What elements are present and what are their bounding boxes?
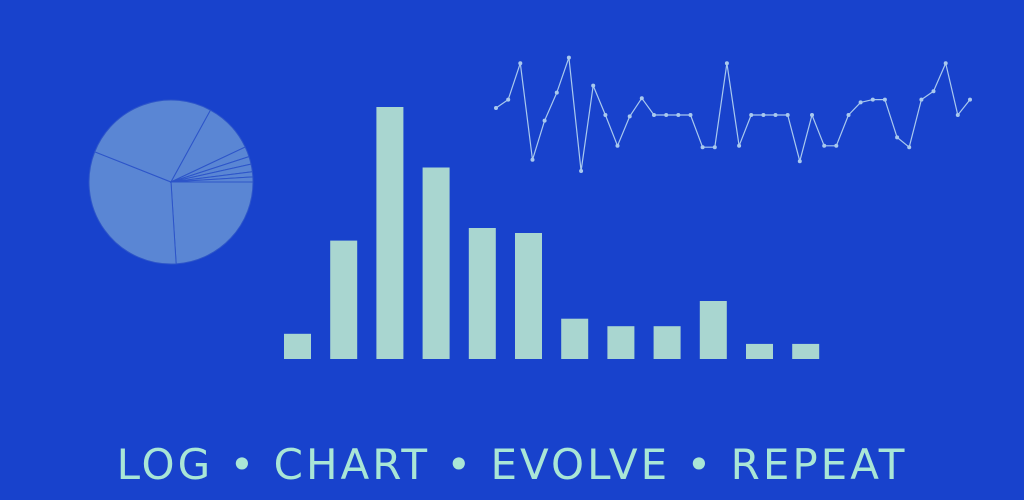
- line-point: [566, 55, 571, 60]
- line-point: [530, 157, 535, 162]
- line-point: [955, 113, 960, 117]
- pie-slice: [170, 181, 254, 265]
- line-point: [882, 97, 887, 102]
- line-point: [870, 97, 875, 102]
- bar: [653, 326, 681, 359]
- line-point: [761, 113, 766, 117]
- bar: [699, 301, 727, 359]
- bar: [561, 318, 589, 359]
- line-point: [518, 61, 523, 66]
- line-point: [579, 169, 584, 173]
- line-point: [943, 61, 948, 66]
- line-point: [676, 113, 681, 117]
- line-point: [688, 113, 693, 117]
- line-point: [652, 113, 656, 117]
- line-point: [712, 145, 717, 150]
- line-point: [554, 90, 559, 95]
- bar: [607, 326, 635, 359]
- line-point: [846, 113, 851, 117]
- bar: [792, 343, 820, 359]
- bar: [330, 240, 358, 359]
- line-point: [494, 106, 498, 110]
- line-point: [968, 97, 972, 102]
- line-point: [895, 135, 900, 140]
- line-point: [931, 89, 936, 94]
- line-point: [603, 113, 608, 117]
- tagline: LOG • CHART • EVOLVE • REPEAT: [116, 440, 908, 489]
- line-point: [591, 83, 596, 88]
- pie-slice: [94, 99, 212, 183]
- line-point: [506, 97, 511, 102]
- line-series: [495, 56, 971, 172]
- bar: [376, 107, 404, 359]
- line-point: [810, 113, 814, 117]
- line-point: [542, 118, 547, 123]
- bar-chart: [284, 107, 820, 359]
- line-point: [773, 113, 778, 117]
- line-point: [664, 113, 669, 117]
- line-point: [724, 61, 729, 66]
- line-point: [907, 145, 912, 150]
- bar: [284, 333, 311, 359]
- bar: [746, 343, 773, 359]
- pie-chart: [88, 99, 254, 265]
- line-point: [797, 159, 802, 164]
- bar: [422, 167, 450, 359]
- line-point: [919, 97, 924, 102]
- line-point: [785, 113, 790, 117]
- line-point: [700, 145, 705, 150]
- line-point: [822, 143, 827, 148]
- line-point: [627, 114, 632, 119]
- pie-slice: [88, 151, 177, 265]
- bar: [515, 233, 542, 359]
- bar: [468, 228, 496, 359]
- line-point: [737, 143, 742, 148]
- line-point: [639, 96, 644, 101]
- pie-slice: [170, 176, 254, 183]
- line-point: [834, 143, 839, 148]
- line-chart: [494, 55, 972, 173]
- line-point: [858, 100, 863, 105]
- line-point: [749, 113, 754, 117]
- line-point: [615, 143, 620, 148]
